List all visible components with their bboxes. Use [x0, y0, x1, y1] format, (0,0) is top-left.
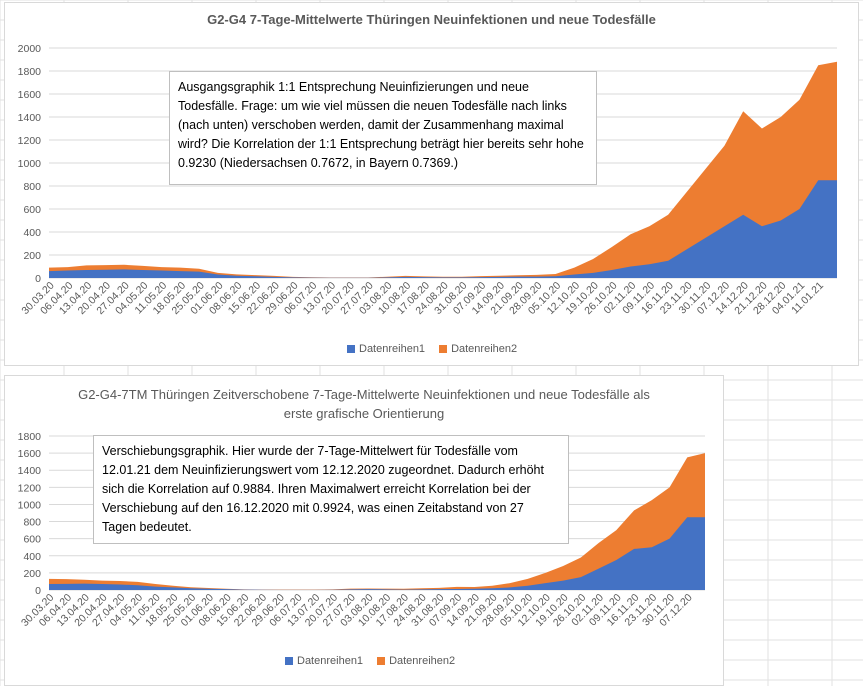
- y-tick-label: 800: [23, 517, 41, 529]
- y-tick-label: 400: [23, 551, 41, 563]
- y-tick-label: 0: [35, 585, 41, 597]
- chart-legend: Datenreihen1 Datenreihen2: [285, 655, 455, 667]
- legend-swatch-series1: [347, 345, 355, 353]
- y-tick-label: 1200: [18, 135, 42, 147]
- y-tick-label: 1600: [18, 89, 42, 101]
- y-tick-label: 1400: [18, 465, 42, 477]
- y-tick-label: 1000: [18, 499, 42, 511]
- legend-swatch-series1: [285, 657, 293, 665]
- chart-plot-area: 020040060080010001200140016001800200030.…: [18, 43, 837, 317]
- annotation-textbox[interactable]: Ausgangsgraphik 1:1 Entsprechung Neuinfi…: [169, 71, 597, 185]
- chart-legend: Datenreihen1 Datenreihen2: [347, 343, 517, 355]
- annotation-textbox[interactable]: Verschiebungsgraphik. Hier wurde der 7-T…: [93, 435, 569, 544]
- y-tick-label: 1800: [18, 66, 42, 78]
- legend-swatch-series2: [439, 345, 448, 353]
- chart-title: G2-G4-7TM Thüringen Zeitverschobene 7-Ta…: [78, 387, 650, 421]
- y-tick-label: 1800: [18, 431, 42, 443]
- legend-item-series2: Datenreihen2: [439, 343, 517, 355]
- legend-label-series1: Datenreihen1: [297, 655, 364, 667]
- y-tick-label: 600: [23, 534, 41, 546]
- legend-item-series1: Datenreihen1: [285, 655, 363, 667]
- y-tick-label: 2000: [18, 43, 42, 55]
- y-tick-label: 600: [23, 204, 41, 216]
- y-tick-label: 0: [35, 273, 41, 285]
- y-tick-label: 1400: [18, 112, 42, 124]
- y-tick-label: 400: [23, 227, 41, 239]
- area-series1: [49, 180, 837, 278]
- chart-original[interactable]: G2-G4 7-Tage-Mittelwerte Thüringen Neuin…: [4, 2, 859, 366]
- chart-shifted[interactable]: G2-G4-7TM Thüringen Zeitverschobene 7-Ta…: [4, 375, 724, 686]
- y-tick-label: 800: [23, 181, 41, 193]
- legend-swatch-series2: [377, 657, 386, 665]
- legend-label-series2: Datenreihen2: [389, 655, 456, 667]
- legend-item-series2: Datenreihen2: [377, 655, 455, 667]
- chart-title: G2-G4 7-Tage-Mittelwerte Thüringen Neuin…: [207, 12, 656, 27]
- area-series1: [49, 517, 705, 590]
- y-tick-label: 1000: [18, 158, 42, 170]
- legend-item-series1: Datenreihen1: [347, 343, 425, 355]
- y-tick-label: 200: [23, 250, 41, 262]
- legend-label-series1: Datenreihen1: [359, 343, 426, 355]
- y-tick-label: 200: [23, 568, 41, 580]
- legend-label-series2: Datenreihen2: [451, 343, 518, 355]
- y-tick-label: 1600: [18, 448, 42, 460]
- y-tick-label: 1200: [18, 482, 42, 494]
